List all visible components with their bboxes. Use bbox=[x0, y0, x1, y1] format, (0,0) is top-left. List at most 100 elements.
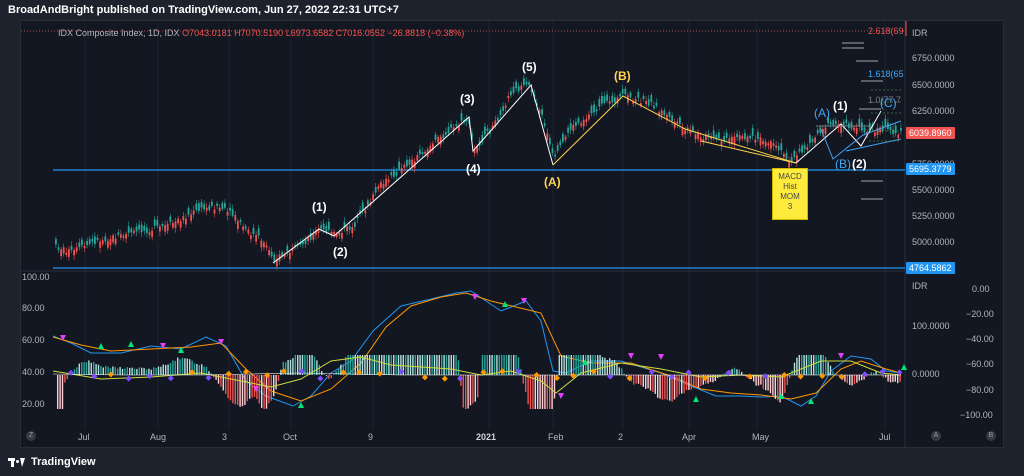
auto-scale-button[interactable]: A bbox=[931, 431, 941, 441]
zoom-toggle-button[interactable]: Z bbox=[26, 431, 36, 441]
macd-histogram-bar bbox=[309, 355, 311, 375]
price-candle bbox=[816, 129, 819, 134]
price-candle bbox=[764, 141, 767, 147]
macd-histogram-bar bbox=[813, 355, 815, 375]
signal-diamond bbox=[648, 368, 655, 375]
macd-histogram-bar bbox=[426, 355, 428, 375]
price-candle bbox=[346, 226, 348, 232]
price-candle bbox=[351, 227, 354, 234]
macd-histogram-bar bbox=[457, 360, 460, 375]
publish-header: BroadAndBright published on TradingView.… bbox=[0, 0, 1024, 22]
macd-histogram-bar bbox=[623, 373, 625, 375]
signal-diamond bbox=[205, 374, 212, 381]
macd-histogram-bar bbox=[709, 375, 712, 383]
price-candle bbox=[689, 129, 692, 134]
macd-histogram-bar bbox=[129, 367, 131, 375]
price-candle bbox=[798, 148, 801, 152]
momentum-down-marker bbox=[838, 353, 844, 359]
macd-histogram-bar bbox=[618, 367, 620, 375]
price-candle bbox=[523, 78, 525, 86]
price-candle bbox=[811, 138, 814, 143]
macd-histogram-bar bbox=[337, 368, 340, 375]
price-candle bbox=[424, 151, 426, 154]
price-candle bbox=[276, 258, 278, 267]
macd-histogram-bar bbox=[160, 366, 162, 375]
price-candle bbox=[601, 95, 603, 104]
wave-label-right-a: (A) bbox=[814, 106, 830, 120]
macd-histogram-bar bbox=[335, 371, 337, 375]
price-candle bbox=[182, 216, 185, 221]
macd-histogram-bar bbox=[472, 375, 474, 404]
price-candle bbox=[822, 128, 824, 134]
note-line: 3 bbox=[787, 202, 793, 211]
time-label: Jul bbox=[879, 432, 891, 442]
price-candle bbox=[177, 218, 179, 224]
price-candle bbox=[757, 132, 759, 139]
signal-diamond bbox=[879, 368, 886, 375]
price-candle bbox=[224, 202, 226, 208]
price-candle bbox=[390, 172, 393, 176]
chart-frame[interactable] bbox=[20, 20, 1005, 449]
price-candle bbox=[632, 101, 634, 104]
macd-histogram-bar bbox=[95, 364, 97, 375]
signal-diamond bbox=[553, 375, 560, 382]
rsi-line bbox=[52, 290, 902, 407]
price-candle bbox=[679, 117, 681, 124]
momentum-up-marker bbox=[693, 396, 699, 402]
wave-label-5: (5) bbox=[522, 60, 537, 74]
macd-histogram-bar bbox=[453, 355, 455, 375]
price-candle bbox=[320, 225, 322, 229]
sticky-note[interactable]: MACD Hist MOM 3 bbox=[772, 168, 808, 220]
macd-histogram-bar bbox=[121, 368, 124, 375]
macd-histogram-bar bbox=[361, 355, 364, 375]
macd-histogram-bar bbox=[345, 357, 347, 375]
macd-histogram-bar bbox=[822, 355, 824, 375]
macd-histogram-bar bbox=[647, 375, 649, 389]
macd-histogram-bar bbox=[549, 375, 551, 409]
price-candle bbox=[91, 238, 94, 242]
price-candle bbox=[237, 221, 239, 229]
signal-diamond bbox=[861, 371, 868, 378]
price-candle bbox=[380, 182, 382, 188]
chart-canvas[interactable] bbox=[21, 21, 1005, 449]
wave-label-1: (1) bbox=[312, 200, 327, 214]
price-candle bbox=[317, 229, 320, 234]
macd-histogram-bar bbox=[481, 355, 484, 375]
macd-histogram-bar bbox=[141, 367, 143, 375]
macd-histogram-bar bbox=[849, 375, 851, 385]
macd-histogram-bar bbox=[196, 364, 198, 375]
note-line: MACD bbox=[778, 172, 802, 181]
macd-histogram-bar bbox=[237, 375, 239, 405]
price-tick: 6250.0000 bbox=[912, 106, 955, 116]
macd-histogram-bar bbox=[522, 375, 524, 384]
macd-histogram-bar bbox=[673, 375, 676, 400]
price-candle bbox=[268, 250, 270, 256]
macd-histogram-bar bbox=[592, 355, 594, 375]
macd-histogram-bar bbox=[829, 365, 832, 375]
momentum-tick: −20.00 bbox=[966, 309, 994, 319]
price-candle bbox=[291, 247, 294, 251]
price-candle bbox=[593, 104, 595, 113]
price-candle bbox=[510, 91, 512, 96]
macd-histogram-bar bbox=[695, 375, 697, 387]
price-candle bbox=[845, 119, 848, 124]
price-candle bbox=[200, 202, 203, 208]
price-candle bbox=[892, 129, 894, 134]
bars-button[interactable]: B bbox=[986, 431, 996, 441]
rsi-tick: 20.00 bbox=[22, 399, 45, 409]
macd-histogram-bar bbox=[150, 369, 152, 375]
macd-histogram-bar bbox=[498, 355, 500, 375]
price-tick: 6500.0000 bbox=[912, 80, 955, 90]
elliott-impulse-line bbox=[272, 83, 554, 264]
signal-diamond bbox=[725, 369, 732, 376]
price-candle bbox=[437, 137, 439, 143]
price-candle bbox=[686, 127, 689, 131]
price-candle bbox=[855, 128, 858, 134]
price-candle bbox=[78, 242, 81, 248]
wave-label-4: (4) bbox=[466, 162, 481, 176]
price-candle bbox=[611, 95, 614, 103]
elliott-correction-line bbox=[552, 95, 797, 166]
support-line-tag: 5695.3779 bbox=[906, 163, 955, 175]
macd-histogram-bar bbox=[865, 375, 868, 377]
macd-histogram-bar bbox=[285, 362, 287, 375]
